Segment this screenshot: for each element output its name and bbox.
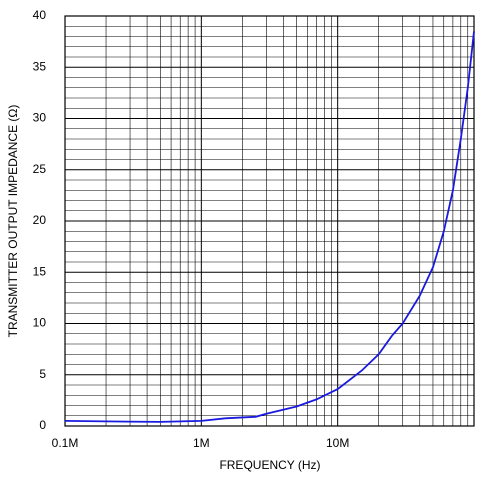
y-tick-label: 15 [33, 264, 47, 278]
x-tick-label: 0.1M [52, 436, 79, 450]
y-tick-label: 40 [33, 8, 47, 22]
y-tick-label: 5 [39, 367, 46, 381]
y-axis-label: TRANSMITTER OUTPUT IMPEDANCE (Ω) [6, 105, 20, 338]
y-tick-label: 10 [33, 316, 47, 330]
y-tick-label: 0 [39, 418, 46, 432]
y-tick-label: 30 [33, 111, 47, 125]
plot-frame [64, 15, 475, 427]
y-tick-label: 35 [33, 59, 47, 73]
y-tick-label: 25 [33, 162, 47, 176]
x-tick-label: 10M [326, 436, 349, 450]
x-axis-label: FREQUENCY (Hz) [219, 458, 320, 472]
line [64, 31, 475, 423]
x-tick-label: 1M [193, 436, 210, 450]
y-tick-label: 20 [33, 213, 47, 227]
